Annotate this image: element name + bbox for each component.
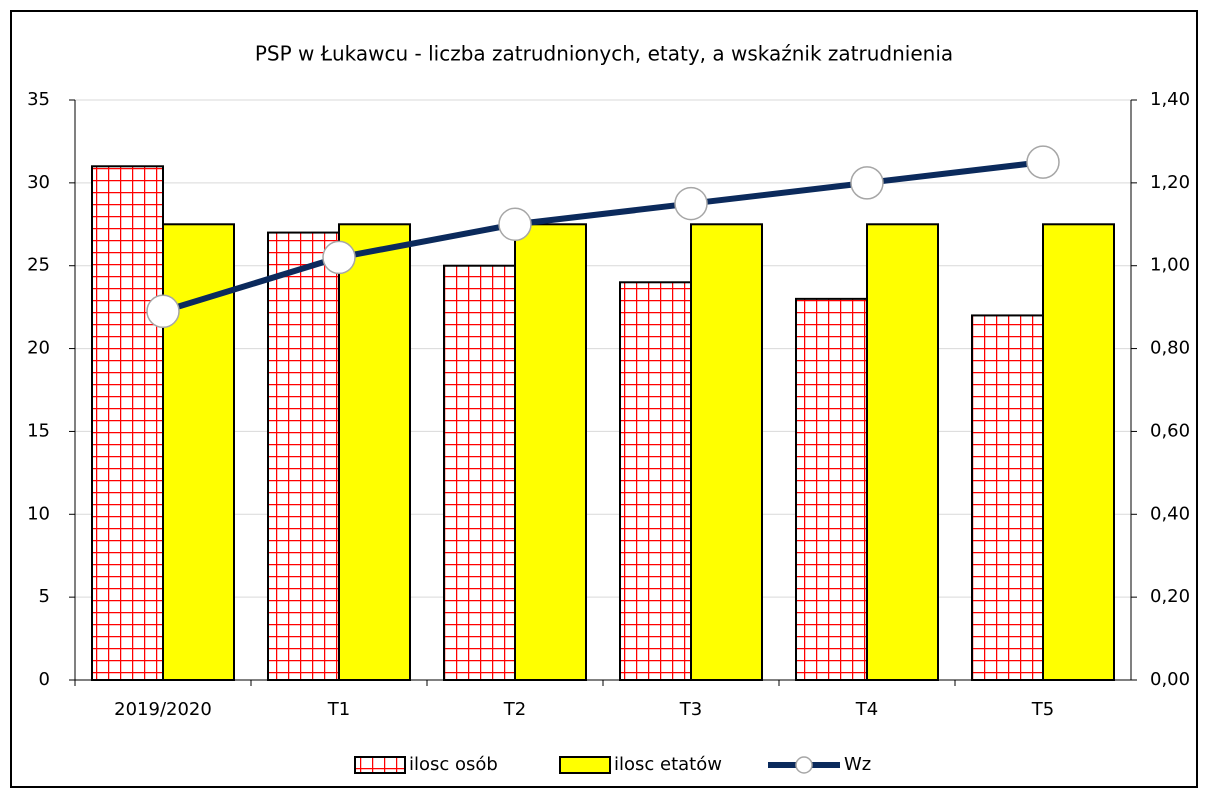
y-tick-label: 30	[27, 172, 50, 193]
bar	[267, 231, 340, 681]
legend-marker	[795, 756, 813, 774]
y-tick-label: 25	[27, 255, 50, 276]
legend-swatch	[354, 756, 406, 774]
y2-tick-label: 1,20	[1150, 172, 1190, 193]
bar	[619, 281, 692, 681]
line-marker	[850, 166, 884, 200]
bar	[690, 223, 763, 682]
y-tick-label: 0	[39, 669, 50, 690]
y2-tick-label: 0,60	[1150, 420, 1190, 441]
y-tick-label: 15	[27, 420, 50, 441]
legend-label: ilosc osób	[409, 754, 498, 775]
x-tick-label: T3	[679, 699, 702, 720]
bar	[971, 314, 1044, 681]
legend-label: ilosc etatów	[614, 754, 722, 775]
bar	[1042, 223, 1115, 682]
y2-tick-label: 1,40	[1150, 89, 1190, 110]
line-marker	[146, 294, 180, 329]
x-tick-label: 2019/2020	[114, 699, 212, 720]
bar	[91, 165, 164, 682]
bar	[795, 297, 868, 681]
y-tick-label: 10	[27, 503, 50, 524]
bar	[443, 264, 516, 681]
y2-tick-label: 1,00	[1150, 255, 1190, 276]
line-marker	[498, 207, 532, 242]
bar	[866, 223, 939, 682]
y2-tick-label: 0,80	[1150, 338, 1190, 359]
x-tick-label: T4	[855, 699, 878, 720]
y-tick-label: 35	[27, 89, 50, 110]
chart-title: PSP w Łukawcu - liczba zatrudnionych, et…	[255, 42, 953, 66]
y2-tick-label: 0,00	[1150, 669, 1190, 690]
line-marker	[1026, 145, 1060, 179]
y2-tick-label: 0,40	[1150, 503, 1190, 524]
legend-swatch	[559, 756, 611, 774]
line-marker	[322, 240, 356, 275]
bar	[338, 223, 411, 682]
bar	[514, 223, 587, 682]
line	[162, 159, 1044, 315]
line-marker	[674, 186, 708, 221]
y2-tick-label: 0,20	[1150, 586, 1190, 607]
y-tick-label: 20	[27, 338, 50, 359]
x-tick-label: T2	[503, 699, 526, 720]
x-tick-label: T1	[327, 699, 350, 720]
y-tick-label: 5	[39, 586, 50, 607]
legend-label: Wz	[844, 754, 871, 775]
x-tick-label: T5	[1031, 699, 1054, 720]
